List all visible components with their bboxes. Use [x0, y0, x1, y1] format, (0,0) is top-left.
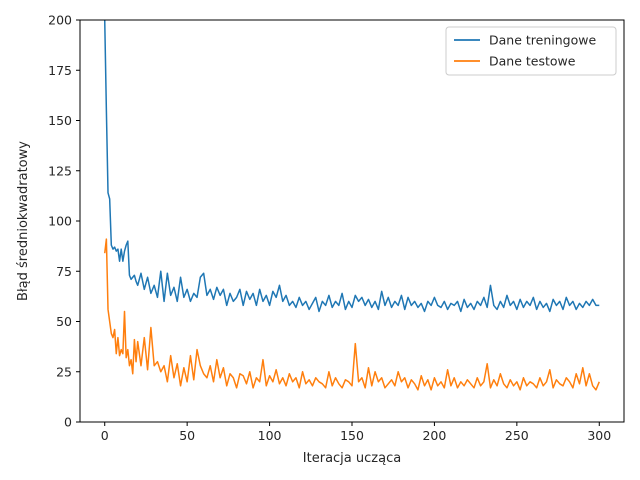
y-tick-label: 0: [64, 415, 72, 430]
x-tick-label: 200: [422, 428, 446, 443]
series-line-test: [103, 238, 600, 391]
x-tick-label: 50: [179, 428, 195, 443]
y-tick-label: 100: [48, 214, 72, 229]
y-tick-label: 75: [56, 264, 72, 279]
legend-label-train: Dane treningowe: [489, 33, 596, 48]
legend-label-test: Dane testowe: [489, 54, 576, 69]
y-tick-label: 125: [48, 163, 72, 178]
legend-box: [445, 26, 617, 76]
y-axis: 0 25 50 75 100 125 150 175 200: [48, 13, 80, 430]
x-tick-label: 300: [587, 428, 611, 443]
x-tick-label: 0: [101, 428, 109, 443]
x-tick-label: 250: [505, 428, 529, 443]
series-layer: [103, 20, 600, 391]
y-tick-label: 175: [48, 63, 72, 78]
y-tick-label: 150: [48, 113, 72, 128]
legend: Dane treningowe Dane testowe: [445, 26, 617, 76]
x-axis: 0 50 100 150 200 250 300: [101, 422, 611, 443]
series-line-train: [103, 20, 600, 313]
y-axis-title: Błąd średniokwadratowy: [16, 141, 31, 301]
y-tick-label: 25: [56, 364, 72, 379]
x-tick-label: 150: [340, 428, 364, 443]
x-tick-label: 100: [258, 428, 282, 443]
x-axis-title: Iteracja ucząca: [303, 451, 401, 466]
y-tick-label: 200: [48, 13, 72, 28]
y-tick-label: 50: [56, 314, 72, 329]
